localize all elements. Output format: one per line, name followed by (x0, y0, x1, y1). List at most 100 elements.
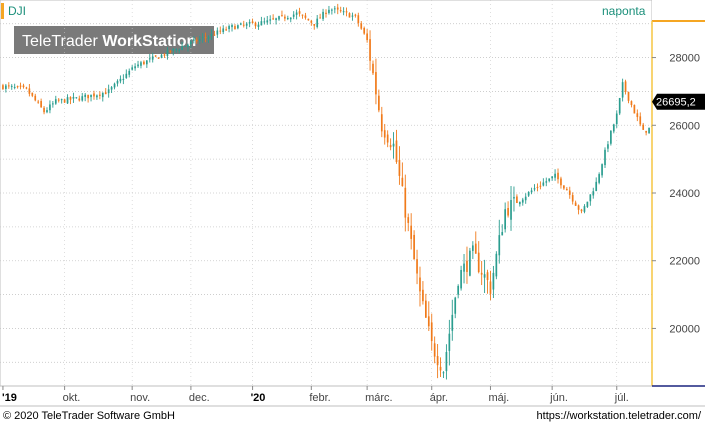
footer-url[interactable]: https://workstation.teletrader.com/ (537, 410, 702, 422)
candle-body (5, 85, 7, 89)
candle-body (242, 24, 245, 26)
candle-body (563, 185, 565, 189)
candle-body (416, 259, 418, 274)
candle (592, 187, 595, 199)
candle (366, 29, 368, 43)
plot-area (0, 0, 653, 387)
candle-body (66, 97, 69, 104)
candle-body (325, 12, 327, 15)
candle (492, 265, 495, 299)
candle (551, 176, 553, 181)
candle-body (492, 272, 495, 290)
candle-body (489, 281, 492, 294)
candle-body (477, 252, 480, 273)
candle-body (78, 98, 81, 101)
candle (204, 32, 207, 43)
candle-body (181, 46, 183, 50)
candle (336, 3, 339, 15)
candle-body (404, 187, 407, 218)
time-tick-label: febr. (309, 392, 330, 404)
candle (495, 251, 498, 280)
candle (624, 79, 627, 95)
candle-body (263, 21, 266, 23)
candle (163, 53, 166, 58)
candle (110, 85, 113, 94)
candle-body (216, 30, 219, 35)
candle (451, 299, 454, 341)
candle (548, 178, 551, 183)
candle (166, 47, 169, 60)
time-tick-label: jún. (549, 392, 568, 404)
candle (565, 187, 568, 191)
candle-body (589, 194, 592, 202)
candle (169, 50, 172, 54)
candle-body (301, 14, 304, 16)
candle-body (413, 234, 415, 260)
candle-body (310, 20, 313, 23)
candle (19, 82, 22, 90)
candle (630, 100, 633, 108)
candle (583, 204, 586, 214)
candle-body (10, 85, 13, 87)
candle (248, 19, 251, 28)
time-axis-panel (0, 386, 652, 406)
candle-body (222, 28, 225, 33)
candle-body (577, 205, 580, 210)
candle (501, 224, 504, 236)
candle (75, 97, 78, 99)
candle-body (292, 14, 295, 17)
candle (483, 259, 486, 294)
candle (90, 94, 92, 102)
candle-body (90, 94, 92, 98)
candle (157, 57, 160, 59)
candle-body (372, 63, 374, 74)
candle (419, 266, 421, 307)
candle-body (151, 56, 154, 60)
candle (339, 6, 342, 13)
candle-body (422, 289, 424, 302)
candle (580, 208, 583, 214)
candle (242, 20, 245, 28)
candle-body (319, 17, 321, 19)
candle (125, 69, 128, 79)
candle (113, 82, 116, 90)
candle-body (75, 97, 78, 99)
candle (445, 344, 448, 380)
candle-body (363, 27, 366, 34)
candle (245, 22, 248, 30)
candle-body (524, 196, 527, 201)
candle (5, 83, 7, 93)
candle-body (615, 113, 618, 125)
price-axis-ticks: 20000 22000 24000 26000 28000 (652, 53, 700, 335)
candle (375, 58, 377, 105)
candle-body (110, 87, 113, 90)
candle (184, 46, 186, 48)
candle-body (140, 62, 142, 66)
candle (360, 21, 363, 30)
candle-body (16, 86, 19, 88)
candle (524, 193, 527, 204)
candle (557, 168, 559, 184)
candle-body (107, 89, 110, 94)
candle-body (551, 176, 553, 179)
candle-body (530, 190, 533, 193)
candle-body (369, 39, 371, 61)
candle-body (13, 86, 16, 88)
candle (586, 201, 589, 208)
time-tick-label: '20 (251, 392, 266, 404)
candle (598, 172, 600, 185)
candle (304, 12, 307, 20)
candle-body (495, 253, 498, 277)
candle (151, 52, 154, 63)
candle-body (539, 185, 542, 187)
candle-body (248, 22, 251, 24)
candle-body (448, 333, 451, 351)
candle (295, 9, 298, 20)
candle (213, 30, 216, 36)
candle (436, 343, 439, 379)
candle (272, 14, 274, 20)
candle-body (201, 37, 204, 39)
candle-body (2, 85, 4, 90)
candle (175, 48, 178, 53)
